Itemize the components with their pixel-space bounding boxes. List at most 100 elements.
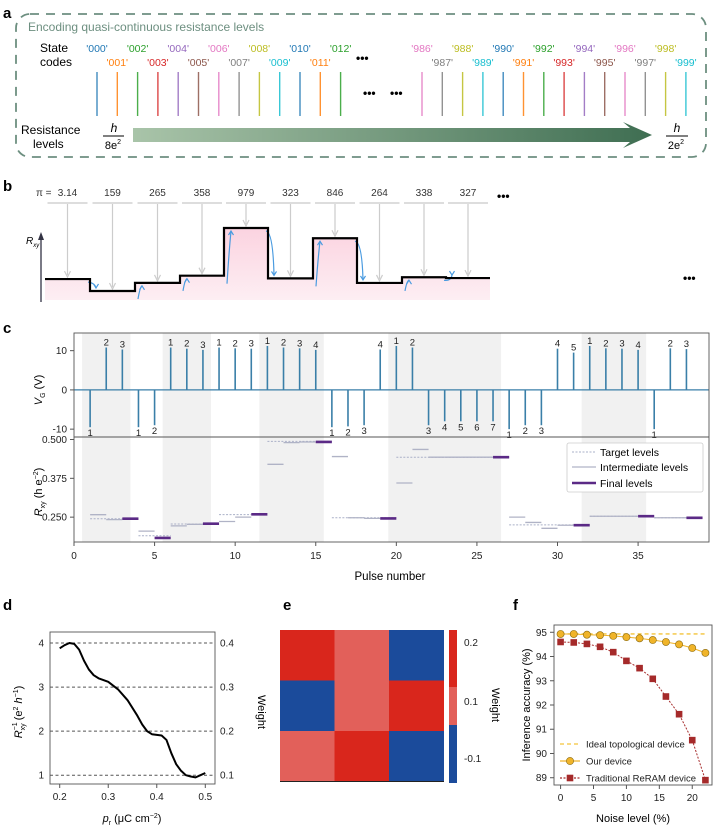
pulse-count-label: 2 xyxy=(152,426,157,437)
pulse-count-label: 5 xyxy=(571,343,576,354)
arrowhead-icon xyxy=(198,267,206,276)
panel-a-title: Encoding quasi-continuous resistance lev… xyxy=(28,20,264,34)
panel-label-c: c xyxy=(3,320,11,337)
state-code-label: '994' xyxy=(574,43,596,55)
y-tick-label: 3 xyxy=(38,683,44,694)
heatmap-cell xyxy=(389,680,444,732)
reram-point xyxy=(636,664,643,672)
arrowhead-icon xyxy=(405,279,413,285)
pulse-count-label: 1 xyxy=(216,338,221,349)
pulse-count-label: 4 xyxy=(442,422,447,433)
reram-point xyxy=(688,736,696,744)
pi-label: π = xyxy=(36,188,52,199)
arrowhead-icon xyxy=(153,274,162,283)
state-code-label: '012' xyxy=(330,43,352,55)
axis-arrowhead-icon xyxy=(38,232,44,240)
pi-digit-group: 3.14 xyxy=(58,188,78,199)
our-device-point xyxy=(635,634,644,643)
pi-digit-group: 338 xyxy=(416,188,433,199)
pulse-count-label: 1 xyxy=(329,428,334,439)
pulse-count-label: 1 xyxy=(265,336,270,347)
state-code-label: '005' xyxy=(188,57,210,69)
our-device-point xyxy=(556,630,565,638)
our-device-point xyxy=(596,631,604,640)
resistance-levels-label-2: levels xyxy=(33,137,64,151)
legend-entry: Our device xyxy=(586,757,632,768)
ellipsis: ••• xyxy=(683,271,696,285)
panel-label-b: b xyxy=(3,178,12,195)
pi-digit-group: 979 xyxy=(238,188,255,199)
state-code-label: '986' xyxy=(411,43,433,55)
y-tick-label: 0.500 xyxy=(42,435,67,446)
heatmap-cell xyxy=(334,680,390,732)
arrowhead-icon xyxy=(227,229,235,236)
legend: Target levels Intermediate levels Final … xyxy=(566,442,704,493)
shaded-region xyxy=(259,333,324,542)
pulse-count-label: 7 xyxy=(490,422,495,433)
our-device-point xyxy=(688,644,697,652)
pulse-count-label: 2 xyxy=(104,338,109,349)
ellipsis: ••• xyxy=(497,189,510,203)
x-tick-label: 10 xyxy=(621,793,633,804)
colorbar-label: Weight xyxy=(489,688,501,722)
pulse-count-label: 2 xyxy=(410,338,415,349)
y-tick-label: 90 xyxy=(536,749,548,760)
reram-point xyxy=(662,693,670,700)
state-code-label: '008' xyxy=(249,43,271,55)
x-tick-label: 5 xyxy=(591,793,597,804)
pi-digit-group: 323 xyxy=(282,188,299,199)
pi-digit-group: 265 xyxy=(149,188,166,199)
pulse-count-label: 1 xyxy=(87,428,92,439)
pi-digit-group: 327 xyxy=(460,188,477,199)
legend-entry: Traditional ReRAM device xyxy=(586,774,696,785)
x-tick-label: 0.3 xyxy=(101,792,115,803)
reram-point xyxy=(609,648,617,656)
y-tick-label: 93 xyxy=(536,676,548,687)
arrowhead-icon xyxy=(92,283,100,290)
state-code-label: '998' xyxy=(655,43,677,55)
reram-point xyxy=(702,776,709,784)
our-device-point xyxy=(609,632,618,640)
shaded-region xyxy=(388,333,502,542)
pulse-count-label: 4 xyxy=(635,340,640,351)
x-tick-label: 0 xyxy=(558,793,564,804)
pulse-count-label: 1 xyxy=(168,338,173,349)
y2-tick-label: 0.1 xyxy=(220,771,234,782)
our-device-point xyxy=(662,638,670,646)
state-code-label: '010' xyxy=(289,43,311,55)
state-code-label: '996' xyxy=(614,43,636,55)
pulse-count-label: 5 xyxy=(458,422,463,433)
pulse-count-label: 1 xyxy=(136,428,141,439)
x-tick-label: 25 xyxy=(471,551,483,562)
pulse-count-label: 3 xyxy=(249,339,254,350)
fraction-denominator: 2e2 xyxy=(668,139,684,152)
state-code-label: '988' xyxy=(452,43,474,55)
pulse-count-label: 1 xyxy=(587,336,592,347)
transition-arrow xyxy=(443,274,453,281)
arrowhead-icon xyxy=(420,268,428,277)
x-tick-label: 15 xyxy=(654,793,666,804)
colorbar-tick-label: -0.1 xyxy=(464,754,482,765)
arrowhead-icon xyxy=(286,270,295,278)
y-tick-label: -10 xyxy=(53,425,68,436)
arrowhead-icon xyxy=(375,274,384,283)
pulse-count-label: 4 xyxy=(378,339,383,350)
arrowhead-icon xyxy=(108,282,117,291)
pi-digit-group: 358 xyxy=(194,188,211,199)
plot-frame xyxy=(73,332,710,543)
state-code-label: '999' xyxy=(675,57,697,69)
colorbar-segment-low xyxy=(449,725,457,783)
state-code-label: '989' xyxy=(472,57,494,69)
our-device-point xyxy=(583,630,591,639)
weight-axis-label: Weight xyxy=(255,695,267,729)
state-code-label: '011' xyxy=(310,57,331,69)
x-axis-label: Pulse number xyxy=(355,571,426,583)
legend-final: Final levels xyxy=(600,478,653,490)
state-code-list: '000' '001' '002' '003' '004' '005' '006' '007'… xyxy=(86,43,697,116)
our-device-point xyxy=(622,633,631,642)
x-tick-label: 30 xyxy=(552,551,564,562)
rxy-axis-label: Rxy (h e−2) xyxy=(33,468,47,517)
y2-tick-label: 0.3 xyxy=(220,683,234,694)
arrowhead-icon xyxy=(242,219,250,228)
y-tick-label: 95 xyxy=(536,628,548,639)
